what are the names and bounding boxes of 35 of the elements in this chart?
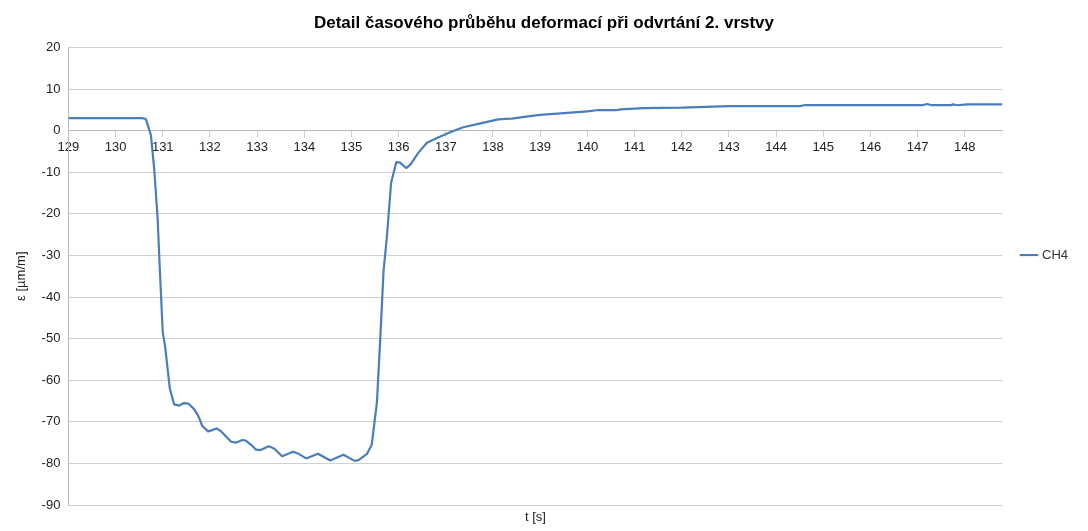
y-tick-label: -20 — [41, 205, 61, 221]
x-tick-label: 141 — [623, 138, 646, 154]
x-tick-label: 132 — [199, 138, 221, 154]
legend-label: CH4 — [1041, 246, 1069, 262]
chart-title: Detail časového průběhu deformací při odvrtání 2. vrstvy — [313, 12, 775, 32]
x-tick-label: 131 — [151, 138, 174, 154]
y-tick-label: -10 — [41, 163, 61, 179]
x-tick-label: 138 — [482, 138, 504, 154]
x-tick-label: 146 — [859, 138, 882, 154]
y-tick-label: -50 — [41, 330, 61, 346]
x-tick-label: 135 — [340, 138, 363, 154]
y-tick-label: -80 — [41, 454, 61, 470]
y-tick-label: 0 — [53, 122, 61, 138]
y-tick-label: -40 — [41, 288, 61, 304]
y-tick-label: -60 — [41, 371, 61, 387]
x-tick-label: 130 — [104, 138, 127, 154]
x-tick-label: 142 — [670, 138, 693, 154]
y-tick-label: -90 — [41, 496, 61, 512]
x-tick-label: 137 — [434, 138, 457, 154]
x-tick-label: 148 — [953, 138, 976, 154]
x-tick-label: 145 — [812, 138, 835, 154]
y-tick-label: -30 — [41, 246, 61, 262]
x-tick-label: 144 — [765, 138, 787, 154]
y-tick-label: -70 — [41, 413, 61, 429]
x-tick-label: 140 — [576, 138, 599, 154]
x-tick-label: 134 — [293, 138, 316, 154]
y-axis-title: ε [µm/m] — [13, 251, 29, 301]
y-tick-label: 20 — [45, 38, 61, 54]
x-axis-title: t [s] — [524, 509, 546, 525]
x-tick-label: 143 — [718, 138, 740, 154]
x-tick-label: 139 — [529, 138, 552, 154]
x-tick-label: 136 — [387, 138, 410, 154]
x-tick-label: 133 — [246, 138, 268, 154]
y-tick-label: 10 — [45, 80, 61, 96]
x-tick-label: 147 — [906, 138, 929, 154]
